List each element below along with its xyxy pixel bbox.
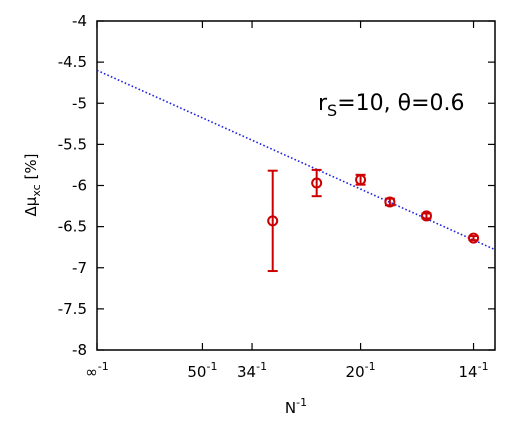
axis-ticks: -4 -4.5 -5 -5.5 -6 -6.5 -7 -7.5 -8∞-1 50-1 34-1 20-…: [58, 12, 495, 381]
y-tick-label-1: -4.5: [58, 53, 87, 71]
data-point-4: [420, 210, 432, 222]
y-tick-label-7: -7.5: [58, 300, 87, 318]
y-axis-label: Δμxc [%]: [22, 154, 43, 217]
y-tick-label-8: -8: [72, 341, 87, 359]
data-point-0: [267, 169, 279, 273]
point-marker-4: [420, 210, 432, 222]
data-point-3: [384, 196, 396, 208]
annotation: rS=10, θ=0.6: [318, 91, 465, 120]
plot-frame: [96, 20, 496, 351]
point-marker-2: [355, 174, 367, 186]
x-tick-label-2: 34-1: [237, 360, 267, 381]
point-marker-1: [311, 177, 323, 189]
y-tick-label-0: -4: [72, 12, 87, 30]
x-tick-label-3: 20-1: [346, 360, 376, 381]
y-tick-label-3: -5.5: [58, 135, 87, 153]
x-tick-label-4: 14-1: [459, 360, 489, 381]
x-axis-label: N-1: [285, 396, 307, 417]
y-tick-label-4: -6: [72, 177, 87, 195]
y-tick-label-6: -7: [72, 259, 87, 277]
point-marker-0: [267, 215, 279, 227]
x-tick-label-0: ∞-1: [85, 360, 108, 381]
fit-line-group: [96, 69, 496, 251]
x-tick-label-1: 50-1: [187, 360, 217, 381]
data-point-5: [468, 232, 480, 244]
data-points: [267, 168, 480, 273]
fit-line: [96, 69, 496, 251]
data-point-1: [311, 168, 323, 198]
data-point-2: [355, 173, 367, 186]
y-tick-label-2: -5: [72, 94, 87, 112]
y-tick-label-5: -6.5: [58, 218, 87, 236]
point-marker-5: [468, 232, 480, 244]
point-marker-3: [384, 196, 396, 208]
